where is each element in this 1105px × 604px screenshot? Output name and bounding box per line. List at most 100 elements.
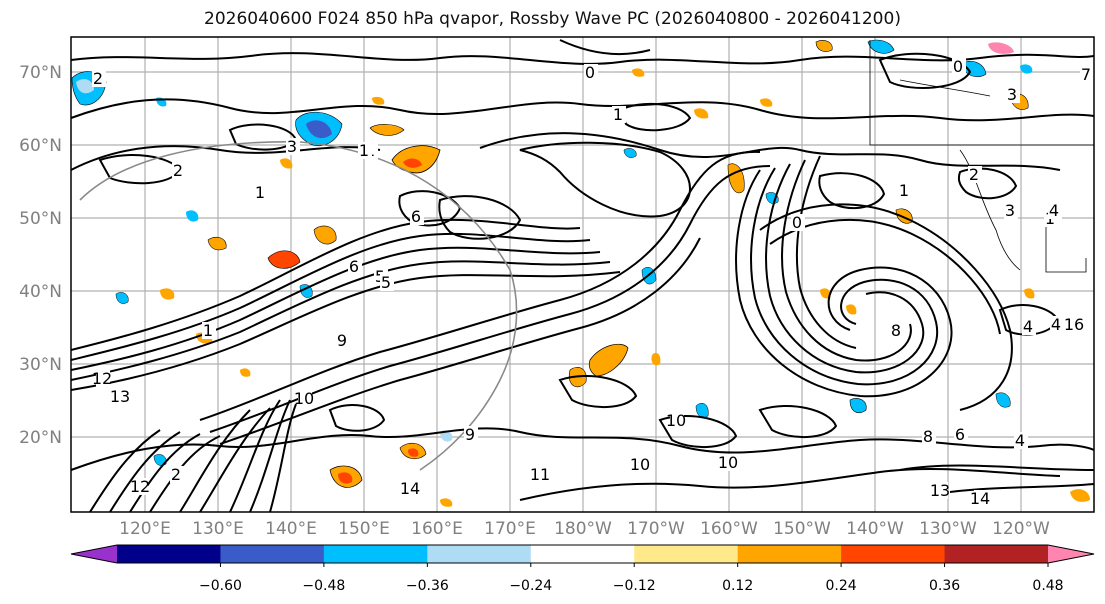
colorbar-tick-label: 0.36 — [929, 578, 960, 594]
colorbar-segment — [841, 545, 946, 563]
contour-label-bg — [1014, 432, 1028, 449]
contour-label-bg — [791, 214, 805, 231]
contour-label-bg — [612, 106, 626, 123]
lon-label: 180°W — [554, 519, 612, 539]
contour-label-bg — [954, 426, 968, 443]
lon-label: 160°W — [700, 519, 758, 539]
lon-label: 170°E — [484, 519, 536, 539]
contour-label-bg — [1050, 316, 1064, 333]
map-title: 2026040600 F024 850 hPa qvapor, Rossby W… — [204, 9, 901, 29]
lat-label: 20°N — [19, 428, 62, 448]
contour-label-bg — [1004, 202, 1018, 219]
contour-label: 3 — [287, 137, 297, 156]
qvapor-positive-patches — [160, 40, 1090, 507]
lat-label: 30°N — [19, 355, 62, 375]
contour-label: 2 — [173, 161, 183, 180]
contour-label-bg — [464, 426, 478, 443]
contour-label: 4 — [1049, 201, 1059, 220]
colorbar-tick-label: −0.48 — [302, 578, 345, 594]
contour-label: 12 — [130, 477, 150, 496]
contour-label-bg — [298, 390, 312, 407]
contour-label: 1 — [203, 321, 213, 340]
contour-label-bg — [254, 184, 268, 201]
contour-label-bg — [634, 456, 648, 473]
contour-label: 10 — [718, 453, 738, 472]
contour-label-bg — [348, 258, 362, 275]
contour-label: 9 — [465, 425, 475, 444]
colorbar-tick-label: 0.24 — [826, 578, 857, 594]
contour-label-bg — [898, 182, 912, 199]
colorbar-segment — [944, 545, 1049, 563]
contour-label: 2 — [969, 165, 979, 184]
contour-label: 9 — [337, 331, 347, 350]
lat-label: 50°N — [19, 209, 62, 229]
great-circle-arc — [79, 141, 518, 471]
contour-label: 8 — [891, 321, 901, 340]
colorbar-tick-label: −0.36 — [406, 578, 449, 594]
contour-label: 13 — [110, 387, 130, 406]
contour-label-bg — [968, 166, 982, 183]
lat-label: 70°N — [19, 63, 62, 83]
contour-labels: 2013121650431651891310129101114101314412… — [92, 57, 1094, 508]
map-frame — [70, 36, 1095, 513]
contour-label: 2 — [93, 69, 103, 88]
contour-label-bg — [922, 428, 936, 445]
contour-label: 8 — [923, 427, 933, 446]
contour-label: 4 — [1023, 317, 1033, 336]
colorbar — [70, 544, 1095, 564]
qvapor-negative-patches — [71, 39, 1033, 466]
contour-label-bg — [358, 142, 372, 159]
contour-label: 10 — [666, 411, 686, 430]
contour-label: 14 — [970, 489, 990, 508]
lon-label: 130°W — [919, 519, 977, 539]
contour-label-bg — [404, 480, 418, 497]
contour-label-bg — [934, 482, 948, 499]
contour-label: 12 — [92, 369, 112, 388]
colorbar-tick-label: 0.48 — [1032, 578, 1063, 594]
contour-label-bg — [534, 466, 548, 483]
contour-label-bg — [670, 412, 684, 429]
contour-label-bg — [286, 138, 300, 155]
lon-label: 140°W — [846, 519, 904, 539]
contour-label-bg — [92, 70, 106, 87]
contour-label: 0 — [585, 63, 595, 82]
lon-label: 170°W — [627, 519, 685, 539]
contour-label: 0 — [792, 213, 802, 232]
contour-label: 4 — [1015, 431, 1025, 450]
lon-label: 140°E — [265, 519, 317, 539]
contour-label-bg — [722, 454, 736, 471]
lon-label: 120°W — [992, 519, 1050, 539]
colorbar-segment — [220, 545, 325, 563]
contour-label-bg — [890, 322, 904, 339]
colorbar-segment — [634, 545, 739, 563]
colorbar-extend-min — [71, 545, 117, 563]
colorbar-tick-label: −0.60 — [199, 578, 242, 594]
colorbar-tick-labels: −0.60 −0.48 −0.36 −0.24 −0.12 0.12 0.24 0.36 0.4… — [199, 563, 1064, 594]
contour-label-bg — [1080, 66, 1094, 83]
lon-label: 150°W — [773, 519, 831, 539]
lon-label: 130°E — [192, 519, 244, 539]
lon-label: 120°E — [119, 519, 171, 539]
colorbar-segment — [427, 545, 532, 563]
colorbar-extend-max — [1048, 545, 1094, 563]
contour-label: 1 — [613, 105, 623, 124]
latitude-labels: 70°N 60°N 50°N 40°N 30°N 20°N — [19, 63, 62, 448]
contour-label-bg — [410, 208, 424, 225]
contour-label-bg — [974, 490, 988, 507]
contour-label-bg — [202, 322, 216, 339]
contour-label-bg — [114, 388, 128, 405]
colorbar-tick-label: −0.12 — [613, 578, 656, 594]
contour-label: 14 — [400, 479, 420, 498]
lon-label: 160°E — [411, 519, 463, 539]
contour-label: 3 — [1007, 85, 1017, 104]
colorbar-segment — [323, 545, 428, 563]
contour-label: 6 — [411, 207, 421, 226]
contour-label-bg — [1068, 316, 1082, 333]
contour-label: 10 — [294, 389, 314, 408]
contour-label: 6 — [955, 425, 965, 444]
contour-label-bg — [96, 370, 110, 387]
colorbar-tick-label: −0.24 — [509, 578, 552, 594]
lat-label: 60°N — [19, 136, 62, 156]
lat-label: 40°N — [19, 282, 62, 302]
contour-label-bg — [1006, 86, 1020, 103]
